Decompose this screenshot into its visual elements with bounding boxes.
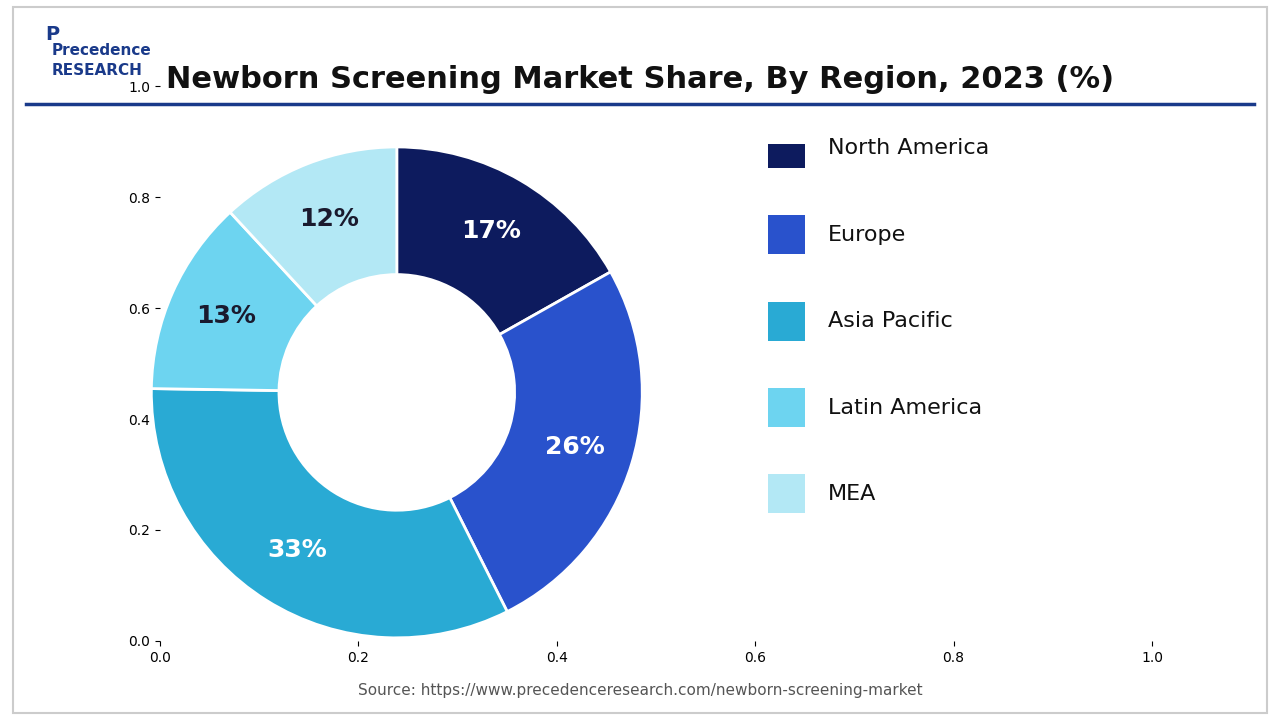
- Text: 13%: 13%: [197, 305, 256, 328]
- FancyBboxPatch shape: [768, 215, 805, 254]
- Wedge shape: [449, 272, 643, 611]
- Wedge shape: [151, 389, 507, 638]
- FancyBboxPatch shape: [768, 129, 805, 168]
- Wedge shape: [397, 147, 611, 335]
- Text: Precedence
RESEARCH: Precedence RESEARCH: [51, 43, 151, 78]
- Text: Source: https://www.precedenceresearch.com/newborn-screening-market: Source: https://www.precedenceresearch.c…: [357, 683, 923, 698]
- Text: MEA: MEA: [828, 484, 877, 504]
- Text: Europe: Europe: [828, 225, 906, 245]
- Text: Latin America: Latin America: [828, 397, 982, 418]
- FancyBboxPatch shape: [768, 388, 805, 427]
- Text: 33%: 33%: [268, 539, 328, 562]
- Text: 12%: 12%: [298, 207, 358, 230]
- FancyBboxPatch shape: [768, 302, 805, 341]
- Text: Newborn Screening Market Share, By Region, 2023 (%): Newborn Screening Market Share, By Regio…: [166, 65, 1114, 94]
- Text: North America: North America: [828, 138, 989, 158]
- Wedge shape: [151, 212, 316, 390]
- Text: P: P: [45, 25, 59, 44]
- Text: 26%: 26%: [545, 435, 605, 459]
- Text: Asia Pacific: Asia Pacific: [828, 311, 952, 331]
- FancyBboxPatch shape: [768, 474, 805, 513]
- Wedge shape: [230, 147, 397, 306]
- Text: 17%: 17%: [461, 220, 521, 243]
